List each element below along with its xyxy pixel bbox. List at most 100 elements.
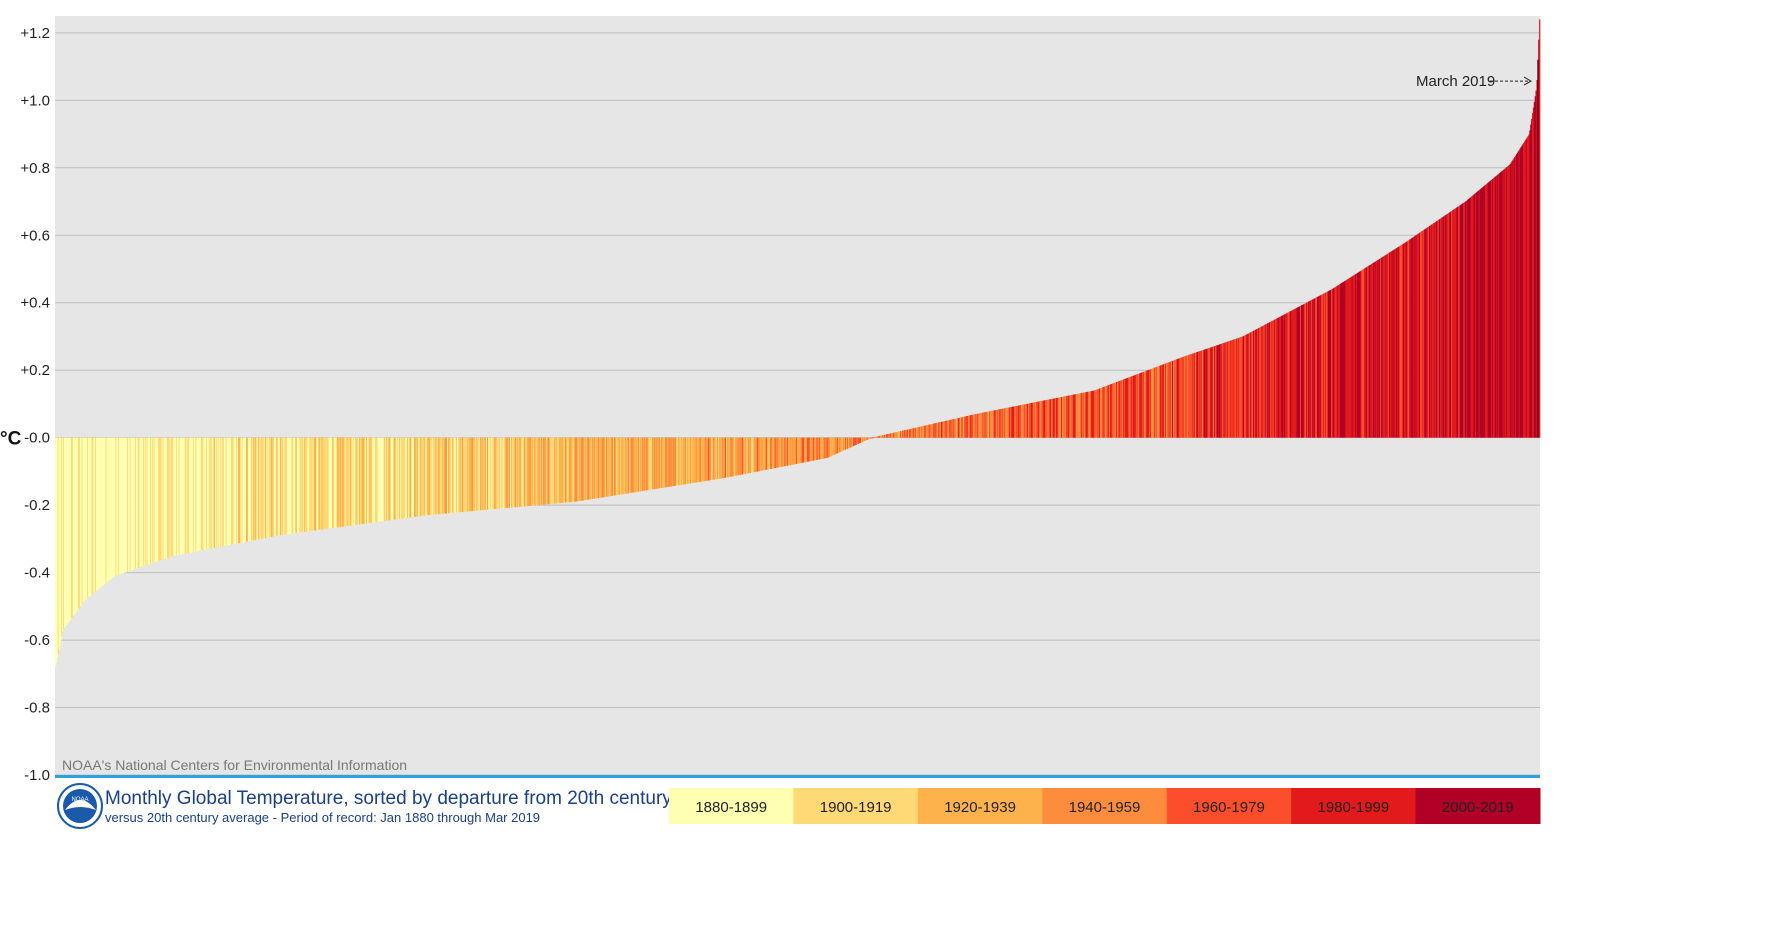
bar [975,413,977,438]
bar [786,437,788,466]
bar [89,437,91,596]
bar [892,432,894,438]
bar [144,437,146,566]
bar [1114,382,1116,438]
bar [917,427,919,438]
bar [1224,342,1226,438]
bar [1255,329,1257,438]
bar [1335,286,1337,438]
bar [1495,175,1497,438]
bar [1420,232,1422,438]
bar [106,437,108,583]
bar [1310,300,1312,438]
bar [206,437,208,550]
bar [1130,376,1132,438]
bar [1179,358,1181,438]
bar [977,413,979,438]
bar [77,437,79,610]
bar [548,437,550,505]
bar [993,410,995,438]
bar [1106,385,1108,438]
bar [305,437,307,532]
bar [94,437,97,592]
bar [517,437,519,507]
bar [952,419,954,438]
bar [436,437,438,515]
bar [550,437,552,504]
bar [629,437,632,493]
bar [1160,365,1162,438]
bar [994,410,996,438]
bar [323,437,325,530]
bar [508,437,510,508]
bar [494,437,497,509]
bar [943,421,945,438]
bar [134,437,137,569]
bar [194,437,196,552]
bar [979,413,981,438]
bar [800,437,802,463]
bar [818,437,820,460]
bar [1108,384,1111,438]
bar [317,437,319,531]
bar [211,437,213,549]
bar [716,437,718,480]
bar [335,437,338,528]
bar [881,435,883,438]
bar [117,437,119,576]
bar [720,437,722,479]
bar [1456,207,1458,438]
bar [1415,235,1417,438]
bar [1351,276,1353,438]
bar [1074,394,1076,438]
bar [1379,258,1381,438]
bar [603,437,605,498]
bar [1174,359,1176,438]
bar [1375,261,1377,438]
bar [490,437,492,510]
bar [636,437,638,492]
bar [677,437,680,486]
bar [757,437,759,472]
bar [441,437,443,514]
bar [555,437,557,504]
bar [439,437,442,514]
bar [321,437,323,530]
bar [1384,255,1386,438]
bar [92,437,94,594]
bar [365,437,367,524]
bar [1019,405,1021,438]
bar [903,430,905,438]
bar [396,437,398,520]
bar [651,437,653,490]
bar [1082,392,1084,438]
bar [444,437,446,514]
bar [1030,402,1033,438]
bar [342,437,345,527]
bar [390,437,392,521]
bar [500,437,502,509]
bar [191,437,194,553]
bar [646,437,649,491]
bar [1069,395,1072,438]
bar [1183,356,1185,438]
bar [357,437,359,525]
bar [431,437,434,515]
bar [164,437,166,559]
bar [1113,383,1115,438]
logo-text: NOAA [71,797,88,803]
bar [629,437,631,494]
bar [569,437,571,503]
bar [199,437,202,551]
bar [360,437,362,525]
bar [693,437,695,483]
bar [1268,322,1270,438]
bar [1049,399,1051,438]
bar [512,437,514,508]
bar [1332,288,1334,438]
bar [417,437,419,517]
bar [93,437,95,593]
bar [687,437,689,484]
bar [1484,185,1486,438]
bar [456,437,458,513]
